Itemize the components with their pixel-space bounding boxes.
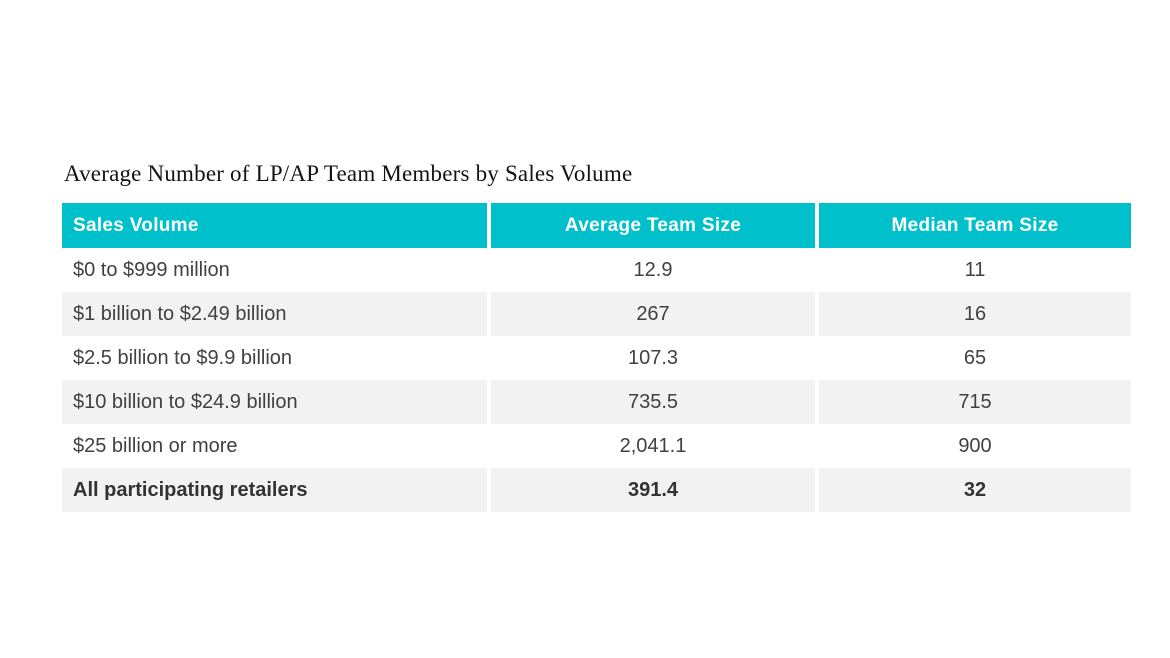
average-team-size-cell: 391.4	[491, 468, 815, 512]
average-team-size-cell: 735.5	[491, 380, 815, 424]
average-team-size-cell: 2,041.1	[619, 434, 687, 457]
team-size-table: Sales Volume Average Team Size Median Te…	[62, 203, 1131, 512]
column-header-median-team-size: Median Team Size	[819, 203, 1131, 248]
sales-volume-cell: $1 billion to $2.49 billion	[62, 292, 487, 336]
median-team-size-cell: 16	[819, 292, 1131, 336]
sales-volume-cell: $25 billion or more	[73, 434, 238, 457]
median-team-size-cell: 900	[958, 434, 992, 457]
column-header-sales-volume: Sales Volume	[62, 203, 487, 248]
table-header-row: Sales Volume Average Team Size Median Te…	[62, 203, 1131, 248]
average-team-size-cell: 267	[491, 292, 815, 336]
average-team-size-cell: 12.9	[633, 258, 673, 281]
median-team-size-cell: 11	[964, 258, 986, 281]
table-row: $25 billion or more 2,041.1 900	[62, 424, 1131, 468]
sales-volume-cell: $2.5 billion to $9.9 billion	[73, 346, 293, 369]
table-row: $1 billion to $2.49 billion 267 16	[62, 292, 1131, 336]
median-team-size-cell: 65	[963, 346, 987, 369]
table-row: $10 billion to $24.9 billion 735.5 715	[62, 380, 1131, 424]
table-row: $2.5 billion to $9.9 billion 107.3 65	[62, 336, 1131, 380]
table-row-total: All participating retailers 391.4 32	[62, 468, 1131, 512]
column-header-average-team-size: Average Team Size	[491, 203, 815, 248]
sales-volume-cell: All participating retailers	[62, 468, 487, 512]
table-title: Average Number of LP/AP Team Members by …	[64, 161, 633, 186]
sales-volume-cell: $10 billion to $24.9 billion	[62, 380, 487, 424]
table-row: $0 to $999 million 12.9 11	[62, 248, 1131, 292]
average-team-size-cell: 107.3	[627, 346, 679, 369]
sales-volume-cell: $0 to $999 million	[73, 258, 230, 281]
median-team-size-cell: 32	[819, 468, 1131, 512]
median-team-size-cell: 715	[819, 380, 1131, 424]
